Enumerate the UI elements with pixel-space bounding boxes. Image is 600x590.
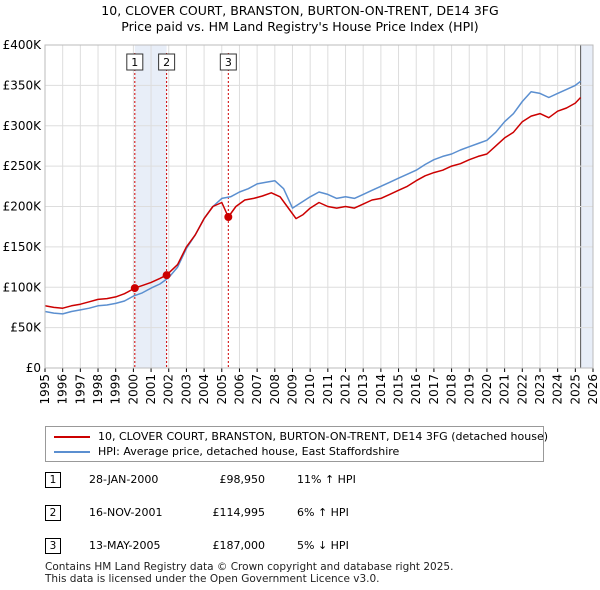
x-tick-label: 2022 (515, 374, 529, 405)
x-tick-label: 2015 (392, 374, 406, 405)
transaction-point (162, 271, 171, 280)
transaction-hpi: 5% ↓ HPI (297, 539, 349, 552)
y-tick-label: £100K (3, 280, 43, 294)
x-tick-label: 2010 (303, 374, 317, 405)
footer: Contains HM Land Registry data © Crown c… (45, 561, 453, 585)
chart-subtitle: Price paid vs. HM Land Registry's House … (121, 19, 479, 34)
transaction-hpi: 11% ↑ HPI (297, 473, 356, 486)
series-line-hpi (44, 80, 582, 315)
x-tick-label: 2020 (480, 374, 494, 405)
footer-license: This data is licensed under the Open Gov… (45, 573, 380, 585)
legend-item-property: 10, CLOVER COURT, BRANSTON, BURTON-ON-TR… (54, 430, 548, 444)
x-tick-label: 2025 (568, 374, 582, 405)
x-tick-label: 2004 (197, 374, 211, 405)
footer-copyright: Contains HM Land Registry data © Crown c… (45, 561, 454, 573)
x-tick-label: 2008 (268, 374, 282, 405)
legend-swatch-hpi (54, 451, 90, 453)
x-tick-label: 1998 (91, 374, 105, 405)
transaction-number: 2 (45, 505, 61, 521)
x-tick-label: 1996 (56, 374, 70, 405)
transaction-price: £114,995 (212, 506, 266, 519)
x-tick-label: 1999 (109, 374, 123, 405)
x-tick-label: 2012 (339, 374, 353, 405)
x-tick-label: 2003 (179, 374, 193, 405)
transaction-date: 13-MAY-2005 (89, 539, 161, 552)
y-tick-label: £250K (3, 159, 43, 173)
x-tick-label: 2024 (551, 374, 565, 405)
x-tick-label: 2019 (462, 374, 476, 405)
transaction-number: 1 (45, 472, 61, 488)
legend: 10, CLOVER COURT, BRANSTON, BURTON-ON-TR… (45, 426, 548, 462)
chart-title: 10, CLOVER COURT, BRANSTON, BURTON-ON-TR… (101, 3, 499, 18)
price-chart: 1 2 3 £0 £50K £100K £150K £200K £250K £300K £350K… (3, 38, 600, 405)
transaction-point (130, 284, 139, 293)
transaction-point (224, 212, 233, 221)
transaction-date: 28-JAN-2000 (89, 473, 159, 486)
plot-frame (44, 44, 594, 369)
x-tick-label: 2002 (162, 374, 176, 405)
transaction-price: £187,000 (212, 539, 266, 552)
x-tick-label: 2011 (321, 374, 335, 405)
x-tick-label: 1995 (38, 374, 52, 405)
x-tick-label: 2021 (498, 374, 512, 405)
transaction-marker-label: 3 (225, 56, 232, 69)
x-tick-label: 2006 (232, 374, 246, 405)
transaction-marker-box (158, 53, 176, 71)
x-tick-label: 2000 (126, 374, 140, 405)
transaction-marker-box (219, 53, 237, 71)
x-tick-label: 2018 (445, 374, 459, 405)
legend-swatch-property (54, 436, 90, 438)
transaction-price: £98,950 (219, 473, 266, 486)
y-tick-label: £150K (3, 240, 43, 254)
x-tick-label: 2009 (285, 374, 299, 405)
y-tick-label: £0 (26, 361, 41, 375)
x-tick-label: 2014 (374, 374, 388, 405)
y-tick-label: £50K (10, 321, 42, 335)
x-tick-label: 2023 (533, 374, 547, 405)
y-tick-label: £400K (3, 38, 43, 52)
x-tick-label: 2017 (427, 374, 441, 405)
y-tick-label: £300K (3, 119, 43, 133)
y-tick-label: £200K (3, 200, 43, 214)
x-tick-label: 2007 (250, 374, 264, 405)
series-line-property (44, 96, 582, 309)
transaction-number: 3 (45, 538, 61, 554)
x-tick-label: 2005 (215, 374, 229, 405)
x-tick-label: 1997 (73, 374, 87, 405)
x-tick-label: 2026 (586, 374, 600, 405)
legend-label-property: 10, CLOVER COURT, BRANSTON, BURTON-ON-TR… (98, 430, 549, 443)
legend-label-hpi: HPI: Average price, detached house, East… (98, 445, 400, 458)
x-tick-label: 2013 (356, 374, 370, 405)
transaction-marker-label: 2 (163, 56, 170, 69)
transaction-hpi: 6% ↑ HPI (297, 506, 349, 519)
legend-item-hpi: HPI: Average price, detached house, East… (54, 445, 399, 459)
x-tick-label: 2016 (409, 374, 423, 405)
y-tick-label: £350K (3, 78, 43, 92)
x-tick-label: 2001 (144, 374, 158, 405)
transaction-date: 16-NOV-2001 (89, 506, 163, 519)
transaction-marker-label: 1 (131, 56, 138, 69)
transaction-marker-box (126, 53, 144, 71)
